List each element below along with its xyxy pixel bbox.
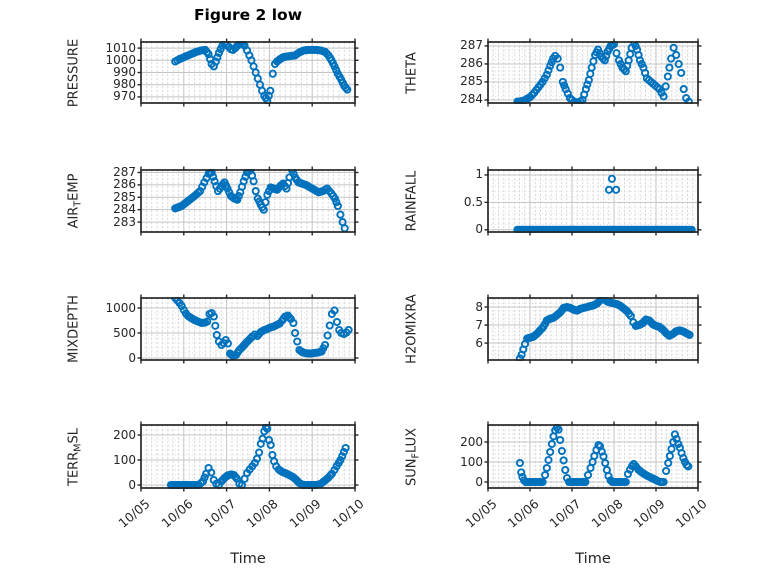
y-tick-label: 1 — [475, 167, 483, 182]
y-tick-label: 970 — [113, 89, 136, 104]
y-axis-label-air_temp: AIRTEMP — [66, 173, 84, 229]
x-tick-label: 10/06 — [158, 496, 196, 531]
data-points — [515, 297, 694, 361]
y-tick-label: 284 — [113, 202, 136, 217]
plot-area-air_temp — [137, 166, 359, 236]
y-axis-label-pressure: PRESSURE — [66, 38, 82, 107]
data-points — [166, 424, 350, 489]
y-axis-label-sun_flux: SUNFLUX — [404, 427, 422, 486]
x-tick-label: 10/08 — [243, 496, 282, 531]
y-tick-label: 980 — [113, 77, 136, 92]
x-tick-label: 10/10 — [329, 496, 367, 531]
y-tick-label: 283 — [113, 214, 136, 229]
axis-box — [140, 297, 356, 361]
plot-area-rainfall — [484, 166, 702, 236]
plot-area-h2omixra — [484, 294, 702, 364]
axis-box — [487, 169, 699, 233]
data-points — [515, 424, 693, 487]
y-tick-label: 286 — [460, 56, 483, 71]
axis-box — [487, 41, 699, 104]
y-axis-label-h2omixra: H2OMIXRA — [404, 294, 420, 364]
axis-box — [140, 424, 356, 489]
x-tick-label: 10/08 — [588, 496, 626, 531]
axis-box — [487, 424, 699, 489]
axis-box — [487, 297, 699, 361]
y-tick-label: 200 — [460, 434, 483, 449]
y-tick-label: 0.5 — [463, 194, 483, 209]
y-tick-label: 0 — [128, 350, 136, 365]
x-tick-label: 10/09 — [286, 496, 324, 531]
plot-area-theta — [484, 38, 702, 107]
y-tick-label: 286 — [113, 177, 136, 192]
x-tick-label: 10/09 — [630, 496, 668, 531]
y-tick-label: 990 — [113, 65, 136, 79]
axis-box — [140, 169, 356, 233]
x-axis-label: Time — [230, 551, 266, 567]
x-tick-label: 10/07 — [200, 496, 239, 531]
y-tick-label: 100 — [113, 452, 136, 467]
y-tick-label: 500 — [113, 325, 136, 340]
y-tick-label: 287 — [460, 38, 483, 53]
plot-area-terr_msl — [137, 421, 359, 492]
y-tick-label: 1000 — [105, 300, 136, 315]
y-axis-label-rainfall: RAINFALL — [404, 170, 420, 232]
y-tick-label: 0 — [128, 477, 136, 492]
y-tick-label: 7 — [475, 317, 483, 332]
figure-title: Figure 2 low — [193, 6, 303, 24]
y-axis-label-terr_msl: TERRMSL — [66, 427, 84, 486]
grid-minor — [488, 170, 698, 232]
plot-area-pressure — [137, 38, 359, 107]
tick-marks — [484, 166, 702, 236]
y-tick-label: 285 — [113, 189, 136, 204]
axis-box — [140, 41, 356, 104]
grid-minor — [488, 41, 698, 103]
y-tick-label: 8 — [475, 299, 483, 314]
plot-area-mixdepth — [137, 294, 359, 364]
y-axis-label-theta: THETA — [404, 51, 420, 94]
data-points — [171, 297, 353, 361]
x-tick-label: 10/06 — [504, 496, 542, 531]
y-tick-label: 1000 — [105, 52, 136, 67]
x-axis-label: Time — [575, 551, 611, 567]
y-tick-label: 284 — [460, 92, 483, 107]
y-tick-label: 0 — [475, 474, 483, 489]
y-tick-label: 1010 — [105, 40, 136, 55]
x-tick-label: 10/07 — [546, 496, 584, 531]
plot-area-sun_flux — [484, 421, 702, 492]
x-tick-label: 10/05 — [462, 496, 500, 531]
data-points — [171, 41, 352, 104]
data-points — [513, 174, 696, 233]
x-tick-label: 10/10 — [672, 496, 710, 531]
y-tick-label: 6 — [475, 335, 483, 350]
y-axis-label-mixdepth: MIXDEPTH — [66, 295, 82, 363]
y-tick-label: 285 — [460, 74, 483, 89]
y-tick-label: 0 — [475, 222, 483, 237]
y-tick-label: 100 — [460, 454, 483, 469]
x-tick-label: 10/05 — [115, 496, 153, 531]
y-tick-label: 200 — [113, 427, 136, 442]
y-tick-label: 287 — [113, 164, 136, 179]
